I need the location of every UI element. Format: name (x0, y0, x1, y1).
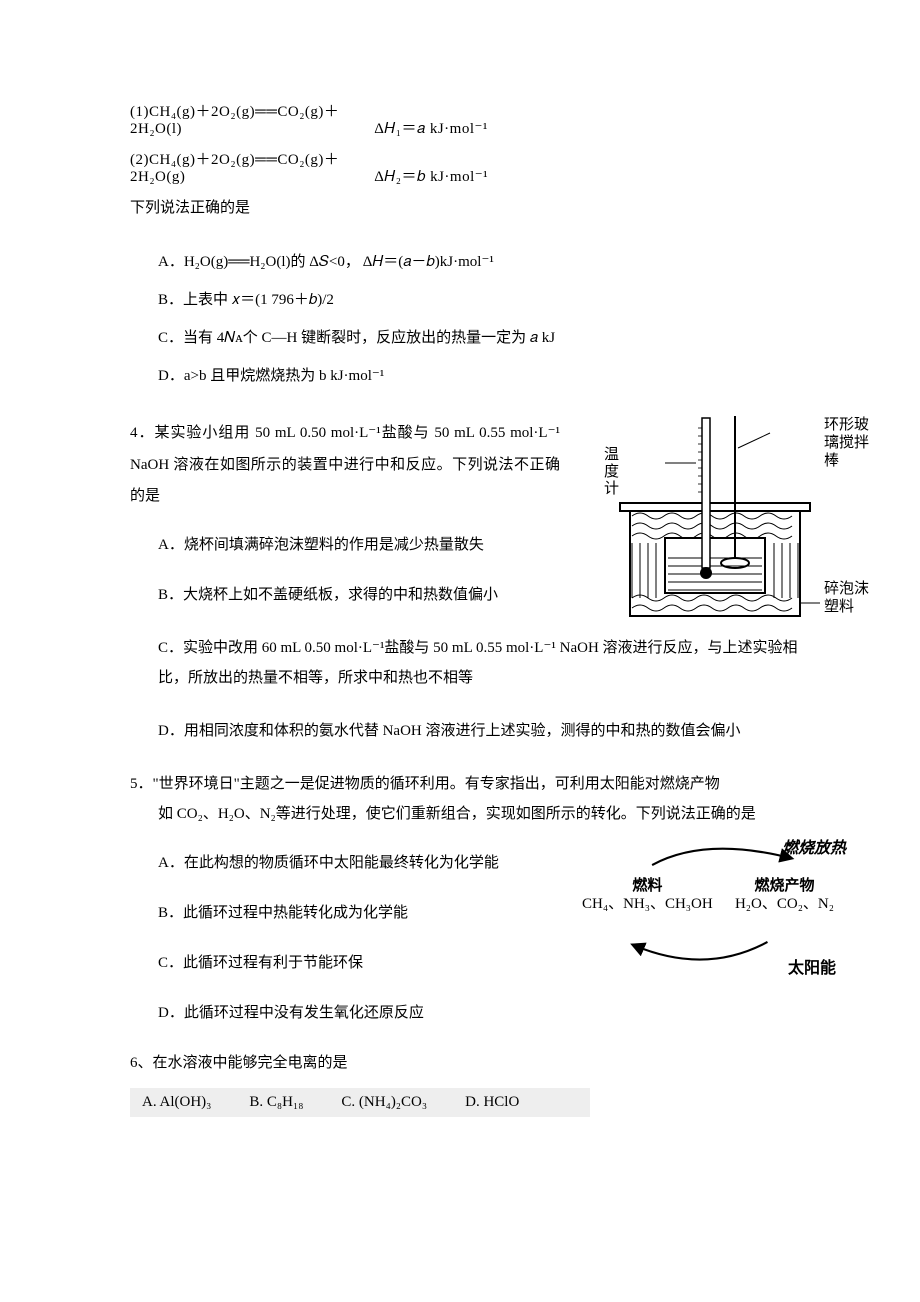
cycle-diagram: 燃料 CH₄、NH₃、CH₃OH 燃烧产物 H₂O、CO₂、N₂ 燃烧放热 太阳… (580, 841, 830, 996)
q6-stem: 6、在水溶液中能够完全电离的是 (130, 1051, 820, 1072)
prod-title: 燃烧产物 (735, 877, 834, 896)
q5-options: A．在此构想的物质循环中太阳能最终转化为化学能 B．此循环过程中热能转化成为化学… (158, 851, 820, 1025)
q5-opt-D: D．此循环过程中没有发生氧化还原反应 (158, 1001, 820, 1025)
q3-followup: 下列说法正确的是 (130, 196, 820, 220)
q4-opt-C: C．实验中改用 60 mL 0.50 mol·L⁻¹盐酸与 50 mL 0.55… (158, 633, 820, 693)
q5-block: 5．"世界环境日"主题之一是促进物质的循环利用。有专家指出，可利用太阳能对燃烧产… (130, 769, 820, 1025)
q6-block: 6、在水溶液中能够完全电离的是 A. Al(OH)₃ B. C₈H₁₈ C. (… (130, 1051, 820, 1117)
q4-block: 4．某实验小组用 50 mL 0.50 mol·L⁻¹盐酸与 50 mL 0.5… (130, 418, 820, 743)
eq1-rhs: Δ𝐻₁＝𝑎 kJ·mol⁻¹ (374, 117, 488, 138)
label-stir-rod: 环形玻璃搅拌棒 (824, 416, 872, 470)
fuel-list: CH₄、NH₃、CH₃OH (582, 895, 713, 914)
q6-opt-D: D. HClO (465, 1094, 519, 1111)
eq2-rhs: Δ𝐻₂＝𝑏 kJ·mol⁻¹ (374, 165, 488, 186)
q5-stem-line2: 如 CO₂、H₂O、N₂等进行处理，使它们重新组合，实现如图所示的转化。下列说法… (130, 799, 820, 829)
eq1-lhs: (1)CH₄(g)＋2O₂(g)══CO₂(g)＋2H₂O(l) (130, 100, 370, 138)
burn-label: 燃烧放热 (782, 833, 846, 865)
calorimeter-diagram: 温度计 环形玻璃搅拌棒 碎泡沫塑料 (610, 408, 840, 633)
sun-label: 太阳能 (788, 953, 836, 985)
q3-options: A．H₂O(g)══H₂O(l)的 Δ𝑆<0， Δ𝐻＝(𝑎－𝑏)kJ·mol⁻¹… (158, 250, 820, 388)
label-thermometer: 温度计 (600, 446, 621, 497)
q6-options: A. Al(OH)₃ B. C₈H₁₈ C. (NH₄)₂CO₃ D. HClO (130, 1088, 590, 1117)
q6-opt-B: B. C₈H₁₈ (249, 1094, 303, 1111)
q5-stem-line1: 5．"世界环境日"主题之一是促进物质的循环利用。有专家指出，可利用太阳能对燃烧产… (130, 769, 820, 799)
q3-opt-C: C．当有 4𝑁ᴀ个 C—H 键断裂时，反应放出的热量一定为 𝑎 kJ (158, 326, 820, 350)
eq2-lhs: (2)CH₄(g)＋2O₂(g)══CO₂(g)＋2H₂O(g) (130, 148, 370, 186)
prod-list: H₂O、CO₂、N₂ (735, 895, 834, 914)
q6-opt-C: C. (NH₄)₂CO₃ (341, 1094, 427, 1111)
q5-stem: 5．"世界环境日"主题之一是促进物质的循环利用。有专家指出，可利用太阳能对燃烧产… (130, 769, 820, 829)
q4-opt-D: D．用相同浓度和体积的氨水代替 NaOH 溶液进行上述实验，测得的中和热的数值会… (158, 719, 820, 743)
equation-2: (2)CH₄(g)＋2O₂(g)══CO₂(g)＋2H₂O(g) Δ𝐻₂＝𝑏 k… (130, 148, 820, 186)
q6-opt-A: A. Al(OH)₃ (142, 1094, 211, 1111)
q3-opt-A: A．H₂O(g)══H₂O(l)的 Δ𝑆<0， Δ𝐻＝(𝑎－𝑏)kJ·mol⁻¹ (158, 250, 820, 274)
q4-stem: 4．某实验小组用 50 mL 0.50 mol·L⁻¹盐酸与 50 mL 0.5… (130, 418, 560, 513)
q3-opt-B: B．上表中 𝑥＝(1 796＋𝑏)/2 (158, 288, 820, 312)
label-foam: 碎泡沫塑料 (824, 580, 872, 616)
equation-1: (1)CH₄(g)＋2O₂(g)══CO₂(g)＋2H₂O(l) Δ𝐻₁＝𝑎 k… (130, 100, 820, 138)
fuel-title: 燃料 (582, 877, 713, 896)
q3-opt-D: D．a>b 且甲烷燃烧热为 b kJ·mol⁻¹ (158, 364, 820, 388)
